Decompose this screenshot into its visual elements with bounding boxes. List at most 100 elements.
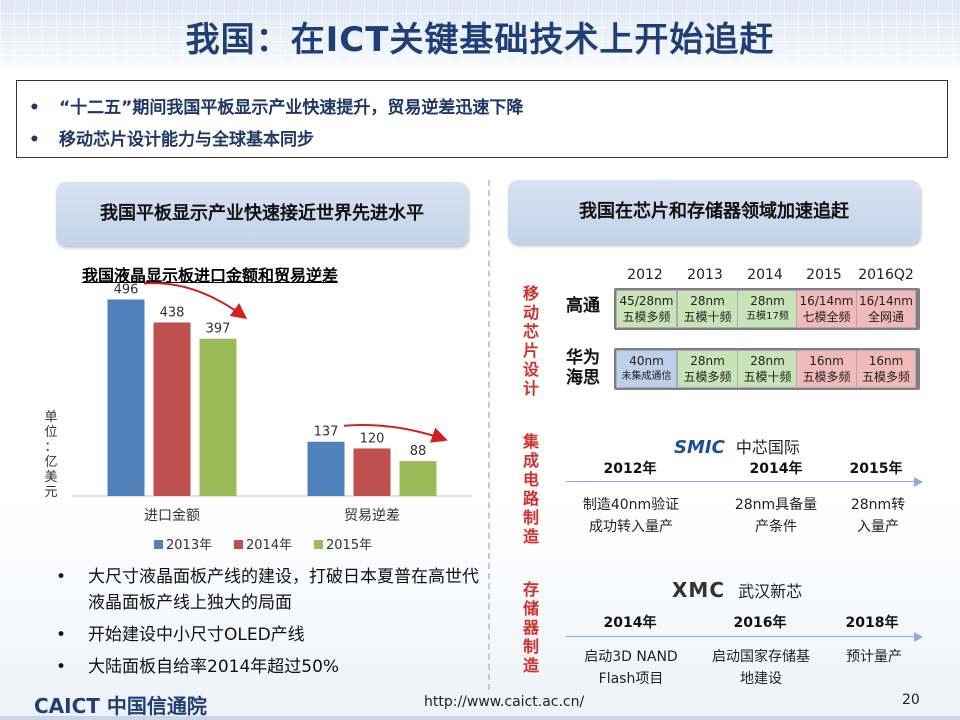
chip-mode: 五模多频 [861,370,910,384]
bullet-icon: • [56,657,67,677]
bar-value-label: 438 [160,305,185,320]
chip-cell: 40nm 未集成通信 [616,350,677,388]
panel-divider [488,180,490,690]
timeline-desc-line: 成功转入量产 [589,519,673,535]
summary-box: • “十二五”期间我国平板显示产业快速提升，贸易逆差迅速下降 • 移动芯片设计能力与… [16,80,948,158]
legend-label: 2015年 [326,538,372,553]
legend-label: 2013年 [166,538,212,553]
page-number: 20 [902,692,920,708]
xmc-logo: XMC 武汉新芯 [672,578,802,602]
bar-2015年 [399,461,437,496]
row-label-line: 海思 [566,368,600,388]
summary-item: • “十二五”期间我国平板显示产业快速提升，贸易逆差迅速下降 [29,93,523,118]
bar-2014年 [353,448,391,496]
left-panel-heading: 我国平板显示产业快速接近世界先进水平 [56,182,468,246]
timeline-year: 2014年 [749,461,803,477]
chip-cell: 28nm 五模17频 [737,290,798,328]
timeline-desc-line: Flash项目 [598,671,664,687]
chip-mode: 七模全频 [802,310,851,324]
timeline-desc-line: 启动国家存储基 [712,649,810,665]
chart-unit-label: 单位：亿美元 [44,410,58,500]
year-header: 2015 [806,267,842,283]
chip-process: 45/28nm [619,294,674,308]
chart-title: 我国液晶显示板进口金额和贸易逆差 [82,266,339,285]
chip-cell: 16/14nm 全网通 [856,290,916,328]
summary-item: • 移动芯片设计能力与全球基本同步 [29,125,314,150]
caict-logo: CAICT 中国信通院 [34,694,207,718]
summary-text: “十二五”期间我国平板显示产业快速提升，贸易逆差迅速下降 [59,98,524,118]
chip-process: 16nm [868,354,904,368]
chip-mode: 五模17频 [746,311,789,322]
section-label-ic-manufacturing: 集成电路制造 [522,432,539,546]
chip-process: 28nm [750,354,785,368]
timeline-desc-line: 入量产 [857,519,899,535]
chip-mode: 五模十频 [683,310,732,324]
xmc-company-name: 武汉新芯 [738,582,803,601]
row-label-qualcomm: 高通 [566,296,600,316]
bar-value-label: 120 [360,431,385,446]
chip-cell: 28nm 五模十频 [737,350,798,388]
left-bullet-text: 大陆面板自给率2014年超过50% [88,657,340,677]
slide-title: 我国：在ICT关键基础技术上开始追赶 [185,20,775,60]
chip-cell: 16/14nm 七模全频 [796,290,857,328]
xmc-logo-text: XMC [672,578,725,602]
bar-2013年 [107,299,145,496]
trend-arrow [343,423,448,443]
bar-value-label: 137 [314,425,339,440]
left-bullet-text: 开始建设中小尺寸OLED产线 [88,625,305,645]
row-label-hisilicon: 华为 海思 [558,348,608,388]
timeline-desc: 28nm具备量 产条件 [714,494,838,538]
left-bullet-item: • 大尺寸液晶面板产线的建设，打破日本夏普在高世代液晶面板产线上独大的局面 [52,564,482,616]
bullet-icon: • [56,567,67,587]
timeline-desc-line: 制造40nm验证 [582,497,680,513]
left-bullet-text: 大尺寸液晶面板产线的建设，打破日本夏普在高世代液晶面板产线上独大的局面 [88,567,479,613]
bar-2015年 [199,338,237,496]
timeline-year: 2015年 [849,461,903,477]
timeline-line [566,481,916,482]
timeline-line [566,636,916,637]
category-label: 贸易逆差 [344,508,400,524]
chip-mode: 未集成通信 [621,371,672,382]
timeline-desc-line: 启动3D NAND [584,649,678,665]
timeline-desc: 启动国家存储基 地建设 [698,646,824,690]
timeline-desc: 启动3D NAND Flash项目 [566,646,696,690]
trend-arrow [143,282,248,320]
chip-process: 16/14nm [859,294,913,308]
chip-cell: 16nm 五模多频 [856,350,916,388]
timeline-year: 2018年 [845,615,899,631]
chip-process: 28nm [690,294,725,308]
chip-mode: 五模多频 [622,310,671,324]
chip-process: 40nm [629,354,664,368]
timeline-arrow-icon [914,477,923,487]
chip-process: 16/14nm [799,294,854,308]
year-header: 2016Q2 [858,267,914,283]
timeline-desc-line: 地建设 [740,671,782,687]
legend-swatch [234,540,243,549]
timeline-desc: 28nm转 入量产 [836,494,920,538]
bar-value-label: 496 [114,283,139,298]
bullet-icon: • [56,625,67,645]
bar-chart: 496 438 397 进口金额 137 120 88 贸易逆差 2013年 2014年 2015年 [72,282,472,553]
timeline-desc-line: 产条件 [755,519,797,535]
summary-text: 移动芯片设计能力与全球基本同步 [59,130,314,150]
chip-process: 16nm [809,354,844,368]
footer-bar [0,716,960,720]
footer-url-link[interactable]: http://www.caict.ac.cn/ [424,694,585,710]
right-panel-heading: 我国在芯片和存储器领域加速追赶 [508,180,920,244]
left-bullet-item: • 开始建设中小尺寸OLED产线 [52,622,482,648]
header-grid-decoration [0,0,960,72]
timeline-year: 2014年 [603,615,657,631]
timeline-desc-line: 28nm具备量 [734,497,818,513]
left-bullet-list: • 大尺寸液晶面板产线的建设，打破日本夏普在高世代液晶面板产线上独大的局面 • 开始… [52,564,482,686]
chip-process: 28nm [750,294,785,308]
smic-company-name: 中芯国际 [735,438,800,457]
legend-label: 2014年 [246,538,292,553]
timeline-year: 2012年 [603,461,657,477]
chip-mode: 全网通 [867,310,904,324]
legend-swatch [154,540,163,549]
section-label-mobile-chip: 移动芯片设计 [522,284,539,398]
section-label-memory: 存储器制造 [522,580,539,675]
chip-mode: 五模多频 [802,370,851,384]
bar-value-label: 397 [206,322,231,337]
category-label: 进口金额 [144,508,200,524]
